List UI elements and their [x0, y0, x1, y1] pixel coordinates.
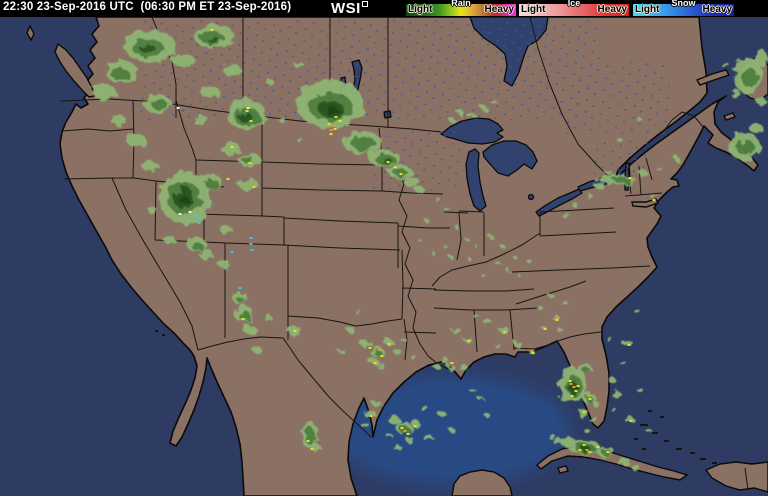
- top-bar: 22:30 23-Sep-2016 UTC (06:30 PM ET 23-Se…: [0, 0, 768, 17]
- rain-heavy-label: Heavy: [484, 4, 514, 15]
- anticosti-island: [695, 69, 731, 86]
- prince-edward-island: [723, 112, 736, 121]
- rain-label: Rain: [451, 0, 471, 8]
- vancouver-island: [54, 42, 96, 98]
- radar-map-svg: [0, 16, 768, 496]
- ice-light-label: Light: [521, 4, 546, 15]
- radar-map: [0, 16, 768, 496]
- legend-snow: Snow Light Heavy: [633, 0, 734, 17]
- hispaniola: [704, 461, 768, 493]
- bahamas-islets: [155, 330, 717, 464]
- radar-intensity-specks: [176, 29, 656, 453]
- state-borders: [59, 16, 749, 491]
- timestamp-text: 22:30 23-Sep-2016 UTC (06:30 PM ET 23-Se…: [3, 1, 292, 13]
- snow-light-label: Light: [635, 4, 660, 15]
- legend-rain: Rain Light Heavy: [406, 0, 516, 17]
- wsi-logo: WSI: [331, 0, 368, 17]
- wsi-logo-degree-mark: [361, 1, 368, 7]
- haida-gwaii: [26, 24, 35, 42]
- long-island: [631, 198, 659, 208]
- snow-label: Snow: [671, 0, 696, 8]
- rain-light-label: Light: [408, 4, 433, 15]
- snow-gradient-bar: [633, 4, 734, 16]
- legend-ice: Ice Light Heavy: [519, 0, 629, 17]
- lake-st-clair: [527, 193, 535, 201]
- ice-gradient-bar: [519, 4, 629, 16]
- ice-heavy-label: Heavy: [597, 4, 627, 15]
- lake-michigan: [465, 148, 487, 212]
- ice-label: Ice: [567, 0, 581, 8]
- lake-huron: [482, 140, 538, 177]
- rain-gradient-bar: [406, 4, 516, 16]
- yucatan-peninsula: [451, 469, 513, 496]
- lake-erie: [535, 188, 583, 217]
- radar-precipitation-layer: [92, 24, 768, 471]
- isla-de-la-juventud: [557, 465, 569, 474]
- snow-heavy-label: Heavy: [702, 4, 732, 15]
